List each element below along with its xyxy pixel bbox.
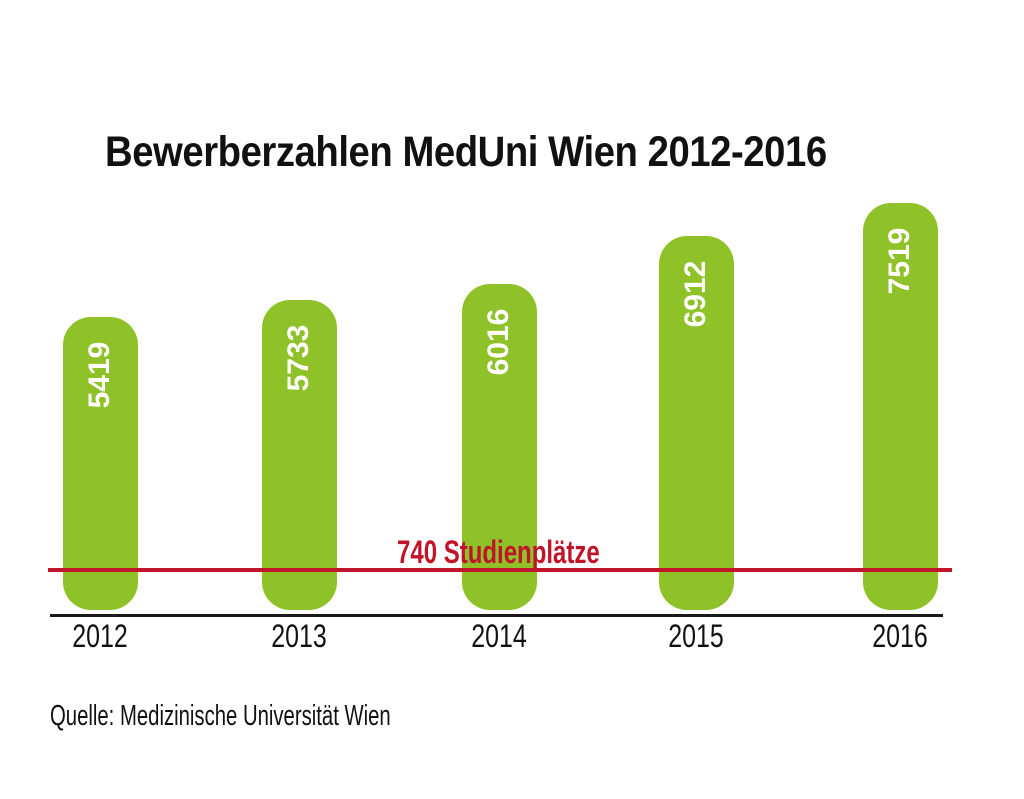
bar-2014: 6016 <box>461 284 537 610</box>
bar-value-label: 5419 <box>83 341 116 409</box>
bar-value-label: 6912 <box>679 260 712 328</box>
bar-value-label: 7519 <box>883 227 916 295</box>
source-caption: Quelle: Medizinische Universität Wien <box>50 700 391 732</box>
bar-2013: 5733 <box>261 300 337 610</box>
bar-value-label: 5733 <box>282 324 315 392</box>
x-tick-label-2012: 2012 <box>72 618 128 654</box>
reference-line <box>48 568 952 572</box>
bar-value-label: 6016 <box>482 308 515 376</box>
x-tick-label-2015: 2015 <box>668 618 724 654</box>
x-tick-label-2016: 2016 <box>872 618 928 654</box>
x-tick-label-2013: 2013 <box>271 618 327 654</box>
reference-line-label: 740 Studienplätze <box>397 534 600 570</box>
bar-2012: 5419 <box>62 317 138 610</box>
bar-2016: 7519 <box>862 203 938 610</box>
x-axis-line <box>50 614 943 617</box>
x-tick-label-2014: 2014 <box>471 618 527 654</box>
bar-2015: 6912 <box>658 236 734 610</box>
chart-title: Bewerberzahlen MedUni Wien 2012-2016 <box>105 128 827 176</box>
